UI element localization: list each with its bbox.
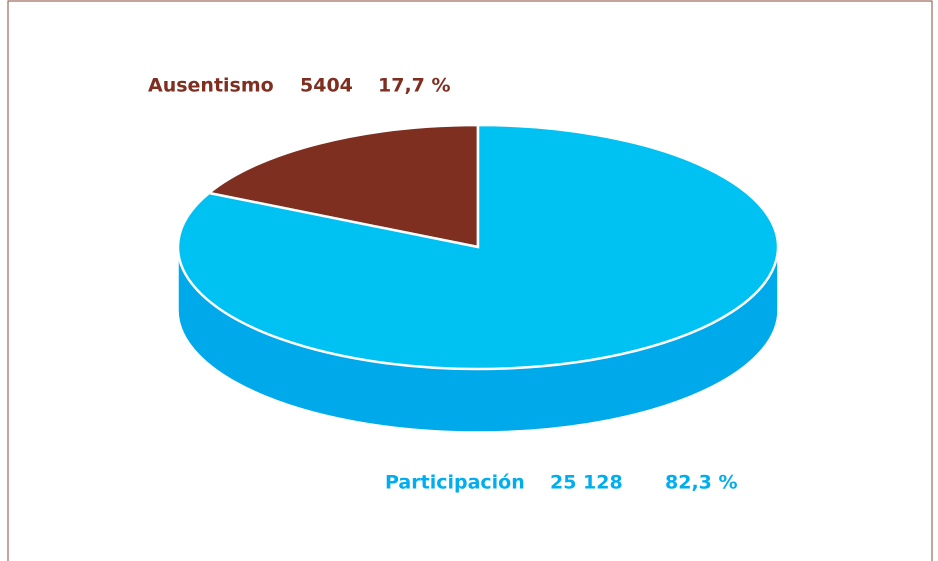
value-label: 82,3 % [665, 472, 738, 494]
count-label: 5404 [300, 75, 353, 97]
count-label: 25 128 [550, 472, 623, 494]
value-label: 17,7 % [378, 75, 451, 97]
slice [176, 123, 780, 371]
frame [7, 0, 933, 561]
category-label: Ausentismo [148, 75, 274, 97]
slice [206, 123, 480, 249]
category-label: Participación [385, 472, 525, 494]
